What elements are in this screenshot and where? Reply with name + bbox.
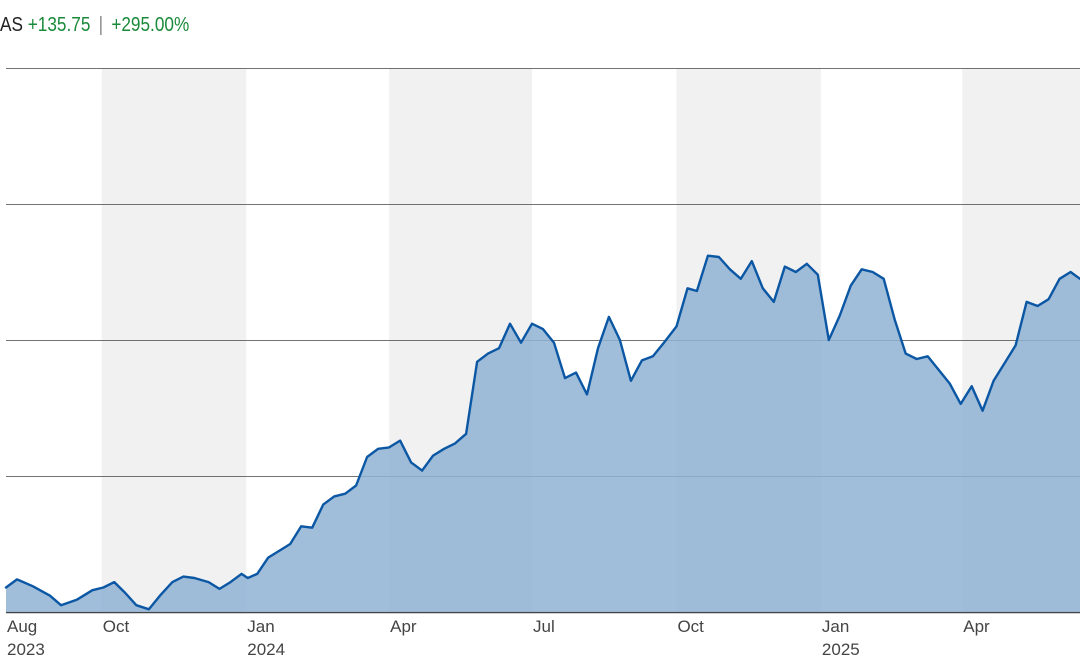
- x-tick-year-label: 2024: [247, 640, 285, 659]
- x-axis: Aug 2023 Oct Jan 2024 Apr Jul Oct Jan 2025 Apr: [7, 617, 990, 659]
- x-tick-year-label: 2025: [822, 640, 860, 659]
- series-area: [6, 255, 1080, 612]
- x-tick-label: Jan: [247, 617, 274, 636]
- series-line: [4, 254, 1080, 611]
- x-tick-label: Oct: [677, 617, 704, 636]
- x-tick-label: Apr: [963, 617, 990, 636]
- x-tick-label: Jan: [822, 617, 849, 636]
- quarter-band: [101, 68, 247, 612]
- x-tick-label: Aug: [7, 617, 37, 636]
- percent-change: +295.00%: [111, 14, 190, 36]
- chart-header: AS +135.75 | +295.00%: [0, 10, 189, 40]
- x-tick-label: Oct: [103, 617, 130, 636]
- ticker-symbol: AS: [0, 14, 23, 36]
- x-tick-label: Jul: [533, 617, 555, 636]
- x-tick-label: Apr: [390, 617, 417, 636]
- x-tick-year-label: 2023: [7, 640, 45, 659]
- series-layer: [4, 254, 1080, 612]
- header-separator: |: [98, 14, 104, 36]
- price-change: +135.75: [27, 14, 91, 36]
